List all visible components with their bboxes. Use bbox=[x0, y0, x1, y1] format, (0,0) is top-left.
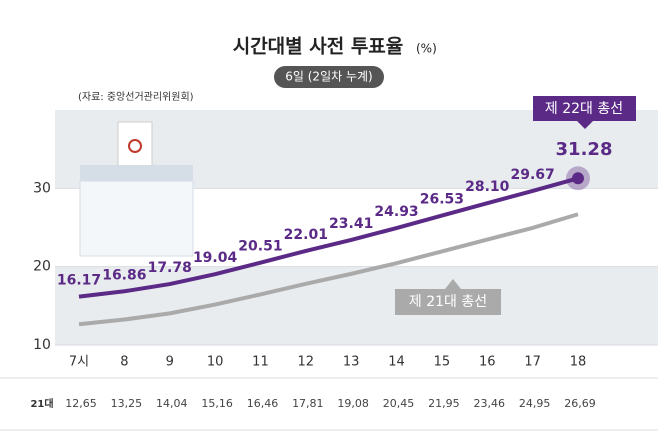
subtitle: 6일 (2일차 누계) bbox=[285, 70, 372, 84]
ballot bbox=[117, 121, 153, 169]
series-label: 제 21대 총선 bbox=[409, 294, 487, 310]
x-tick-label: 18 bbox=[570, 355, 587, 370]
table-value: 20,45 bbox=[383, 397, 415, 410]
table-value: 17,81 bbox=[292, 397, 324, 410]
annotation-box bbox=[533, 96, 636, 121]
table-value: 24,95 bbox=[519, 397, 551, 410]
value-label: 16.86 bbox=[102, 267, 146, 283]
table-value: 14,04 bbox=[156, 397, 188, 410]
annotation-pointer bbox=[445, 279, 461, 289]
ballot-box bbox=[79, 121, 194, 257]
table-value: 26,69 bbox=[564, 397, 596, 410]
value-label: 26.53 bbox=[420, 192, 464, 208]
chart-title: 시간대별 사전 투표율 bbox=[233, 36, 404, 58]
subtitle-pill bbox=[274, 66, 384, 88]
box-top bbox=[80, 165, 193, 181]
x-tick-label: 8 bbox=[120, 355, 128, 370]
x-tick-label: 11 bbox=[252, 355, 269, 370]
x-tick-label: 10 bbox=[207, 355, 224, 370]
line bbox=[78, 176, 579, 299]
value-label: 20.51 bbox=[238, 239, 282, 255]
x-tick-label: 17 bbox=[524, 355, 541, 370]
value-label: 24.93 bbox=[374, 204, 418, 220]
value-label: 31.28 bbox=[556, 139, 613, 160]
annotation-pointer bbox=[577, 121, 593, 129]
x-tick-label: 14 bbox=[388, 355, 405, 370]
table-value: 12,65 bbox=[65, 397, 97, 410]
x-tick-label: 12 bbox=[298, 355, 315, 370]
x-tick-label: 9 bbox=[166, 355, 174, 370]
ballot-stamp bbox=[128, 139, 142, 153]
table-value: 13,25 bbox=[111, 397, 143, 410]
unit: (%) bbox=[416, 42, 437, 56]
annotation-box bbox=[395, 289, 501, 315]
y-tick-label: 20 bbox=[33, 259, 51, 275]
table-value: 21,95 bbox=[428, 397, 460, 410]
value-label: 22.01 bbox=[284, 227, 328, 243]
x-tick-label: 7시 bbox=[69, 355, 89, 370]
x-tick-label: 16 bbox=[479, 355, 496, 370]
table-value: 15,16 bbox=[201, 397, 233, 410]
source: (자료: 중앙선거관리위원회) bbox=[78, 90, 194, 103]
table-label: 21대 bbox=[30, 397, 53, 410]
series-label: 제 22대 총선 bbox=[545, 101, 623, 117]
table-value: 23,46 bbox=[474, 397, 506, 410]
band bbox=[55, 266, 658, 345]
point bbox=[572, 172, 584, 185]
table-value: 16,46 bbox=[247, 397, 279, 410]
value-label: 19.04 bbox=[193, 250, 238, 266]
box-body bbox=[79, 180, 194, 257]
value-label: 29.67 bbox=[510, 167, 554, 183]
value-label: 28.10 bbox=[465, 179, 510, 195]
x-tick-label: 15 bbox=[434, 355, 451, 370]
x-tick-label: 13 bbox=[343, 355, 360, 370]
value-label: 23.41 bbox=[329, 216, 373, 232]
value-label: 17.78 bbox=[148, 260, 192, 276]
line bbox=[78, 212, 579, 327]
y-tick-label: 30 bbox=[33, 180, 51, 196]
y-tick-label: 10 bbox=[33, 337, 51, 353]
value-label: 16.17 bbox=[57, 273, 101, 289]
table-value: 19,08 bbox=[337, 397, 369, 410]
